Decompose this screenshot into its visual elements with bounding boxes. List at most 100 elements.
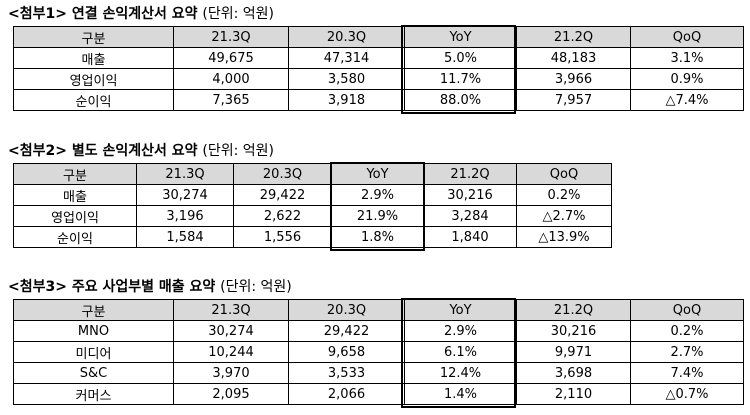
- cell: 0.9%: [630, 68, 744, 90]
- cell: 12.4%: [404, 362, 517, 384]
- header-cell: 21.2Q: [423, 163, 517, 185]
- cell: 30,274: [136, 184, 234, 206]
- cell: 1.4%: [404, 383, 517, 405]
- table3-title: <첨부3> 주요 사업부별 매출 요약: [8, 279, 216, 295]
- header-cell: 구분: [13, 163, 137, 185]
- cell: 47,314: [288, 47, 405, 69]
- table2-caption: <첨부2> 별도 손익계산서 요약 (단위: 억원): [8, 142, 274, 160]
- cell: 3,533: [288, 362, 405, 384]
- cell: 3,580: [288, 68, 405, 90]
- row-label: S&C: [13, 362, 174, 384]
- row-label: 미디어: [13, 341, 174, 363]
- table-header-row: 구분 21.3Q 20.3Q YoY 21.2Q QoQ: [13, 26, 744, 48]
- cell: 2,095: [173, 383, 289, 405]
- header-cell: 20.3Q: [288, 299, 405, 321]
- row-label: 영업이익: [13, 68, 174, 90]
- cell: 29,422: [233, 184, 332, 206]
- table-row: MNO 30,274 29,422 2.9% 30,216 0.2%: [13, 320, 744, 342]
- header-cell: QoQ: [630, 26, 744, 48]
- cell: △7.4%: [630, 89, 744, 111]
- cell: 11.7%: [404, 68, 517, 90]
- cell: 3,196: [136, 205, 234, 227]
- header-cell: 20.3Q: [233, 163, 332, 185]
- cell: 2,066: [288, 383, 405, 405]
- cell: 2.9%: [404, 320, 517, 342]
- cell: 9,658: [288, 341, 405, 363]
- cell: 1,840: [423, 226, 517, 248]
- header-cell: YoY: [331, 163, 424, 185]
- table1-unit: (단위: 억원): [202, 6, 275, 22]
- table-row: 커머스 2,095 2,066 1.4% 2,110 △0.7%: [13, 383, 744, 405]
- row-label: 순이익: [13, 89, 174, 111]
- table2-separate-income: 구분 21.3Q 20.3Q YoY 21.2Q QoQ 매출 30,274 2…: [13, 163, 612, 248]
- cell: 2.7%: [630, 341, 744, 363]
- table3-unit: (단위: 억원): [220, 279, 292, 295]
- row-label: 매출: [13, 184, 137, 206]
- cell: 1.8%: [331, 226, 424, 248]
- cell: 1,556: [233, 226, 332, 248]
- table-row: 매출 49,675 47,314 5.0% 48,183 3.1%: [13, 47, 744, 69]
- row-label: 매출: [13, 47, 174, 69]
- cell: 2,110: [516, 383, 631, 405]
- cell: 3,966: [516, 68, 631, 90]
- cell: △2.7%: [516, 205, 612, 227]
- row-label: 순이익: [13, 226, 137, 248]
- cell: 48,183: [516, 47, 631, 69]
- cell: 2.9%: [331, 184, 424, 206]
- cell: 3,918: [288, 89, 405, 111]
- cell: 5.0%: [404, 47, 517, 69]
- cell: 49,675: [173, 47, 289, 69]
- header-cell: QoQ: [630, 299, 744, 321]
- header-cell: 21.3Q: [136, 163, 234, 185]
- table-row: 순이익 1,584 1,556 1.8% 1,840 △13.9%: [13, 226, 612, 248]
- cell: 7,365: [173, 89, 289, 111]
- cell: 10,244: [173, 341, 289, 363]
- cell: 4,000: [173, 68, 289, 90]
- table1-title: <첨부1> 연결 손익계산서 요약: [8, 6, 198, 22]
- cell: 3.1%: [630, 47, 744, 69]
- cell: 6.1%: [404, 341, 517, 363]
- table1-consolidated-income: 구분 21.3Q 20.3Q YoY 21.2Q QoQ 매출 49,675 4…: [13, 26, 744, 111]
- cell: 3,970: [173, 362, 289, 384]
- row-label: MNO: [13, 320, 174, 342]
- cell: 2,622: [233, 205, 332, 227]
- cell: 30,274: [173, 320, 289, 342]
- cell: 9,971: [516, 341, 631, 363]
- header-cell: QoQ: [516, 163, 612, 185]
- table-row: 영업이익 4,000 3,580 11.7% 3,966 0.9%: [13, 68, 744, 90]
- table3-business-revenue: 구분 21.3Q 20.3Q YoY 21.2Q QoQ MNO 30,274 …: [13, 299, 744, 405]
- header-cell: 구분: [13, 299, 174, 321]
- header-cell: 구분: [13, 26, 174, 48]
- cell: 1,584: [136, 226, 234, 248]
- header-cell: 20.3Q: [288, 26, 405, 48]
- table-row: 순이익 7,365 3,918 88.0% 7,957 △7.4%: [13, 89, 744, 111]
- header-cell: 21.2Q: [516, 299, 631, 321]
- cell: 30,216: [423, 184, 517, 206]
- header-cell: 21.3Q: [173, 299, 289, 321]
- cell: 0.2%: [630, 320, 744, 342]
- cell: 88.0%: [404, 89, 517, 111]
- table1-caption: <첨부1> 연결 손익계산서 요약 (단위: 억원): [8, 5, 274, 23]
- cell: 21.9%: [331, 205, 424, 227]
- header-cell: 21.3Q: [173, 26, 289, 48]
- header-cell: YoY: [404, 26, 517, 48]
- header-cell: 21.2Q: [516, 26, 631, 48]
- table-row: 미디어 10,244 9,658 6.1% 9,971 2.7%: [13, 341, 744, 363]
- table-row: 영업이익 3,196 2,622 21.9% 3,284 △2.7%: [13, 205, 612, 227]
- table-row: 매출 30,274 29,422 2.9% 30,216 0.2%: [13, 184, 612, 206]
- row-label: 영업이익: [13, 205, 137, 227]
- table2-unit: (단위: 억원): [202, 143, 275, 159]
- table-header-row: 구분 21.3Q 20.3Q YoY 21.2Q QoQ: [13, 163, 612, 185]
- table-row: S&C 3,970 3,533 12.4% 3,698 7.4%: [13, 362, 744, 384]
- cell: 30,216: [516, 320, 631, 342]
- row-label: 커머스: [13, 383, 174, 405]
- cell: △0.7%: [630, 383, 744, 405]
- table-header-row: 구분 21.3Q 20.3Q YoY 21.2Q QoQ: [13, 299, 744, 321]
- cell: 3,698: [516, 362, 631, 384]
- cell: 7,957: [516, 89, 631, 111]
- cell: 29,422: [288, 320, 405, 342]
- table2-title: <첨부2> 별도 손익계산서 요약: [8, 143, 198, 159]
- header-cell: YoY: [404, 299, 517, 321]
- table3-caption: <첨부3> 주요 사업부별 매출 요약 (단위: 억원): [8, 278, 292, 296]
- cell: △13.9%: [516, 226, 612, 248]
